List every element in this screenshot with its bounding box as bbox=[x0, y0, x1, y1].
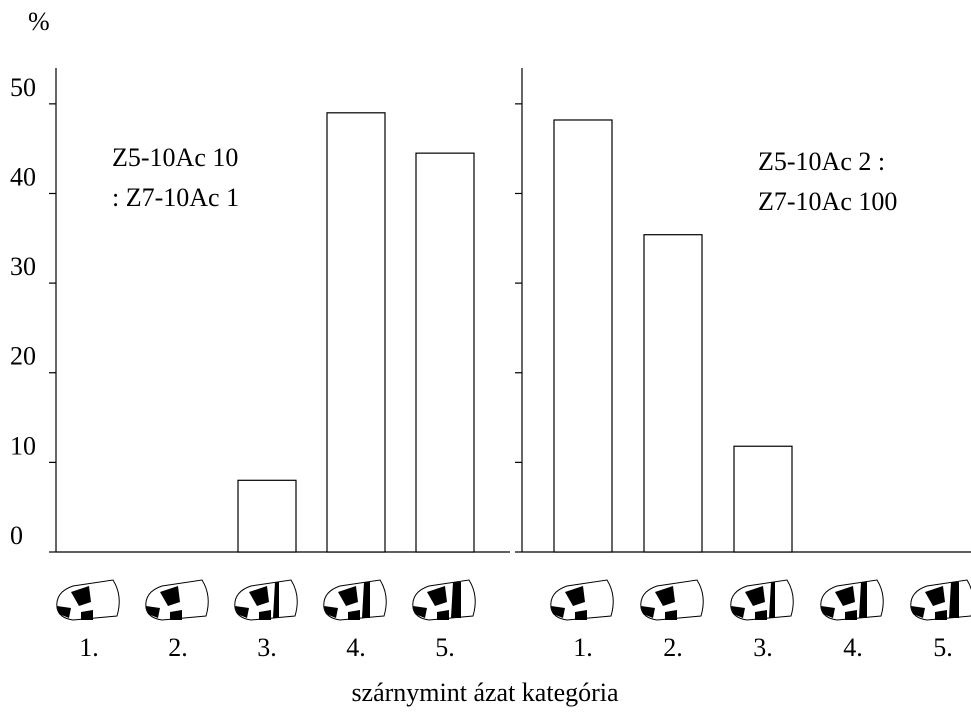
x-tick-label: 2. bbox=[168, 633, 188, 662]
x-tick-label: 2. bbox=[663, 633, 683, 662]
x-tick-label: 3. bbox=[257, 633, 277, 662]
annotation: : Z7-10Ac 1 bbox=[112, 183, 239, 212]
annotation: Z7-10Ac 100 bbox=[758, 187, 897, 216]
y-axis-label: % bbox=[28, 7, 50, 36]
bar bbox=[554, 120, 612, 552]
x-axis-label: szárnymint ázat kategória bbox=[351, 678, 619, 707]
annotation: Z5-10Ac 10 bbox=[112, 143, 238, 172]
y-tick-label: 40 bbox=[10, 162, 36, 191]
bar bbox=[644, 235, 702, 552]
bar bbox=[238, 480, 296, 552]
x-tick-label: 5. bbox=[933, 633, 953, 662]
chart: % szárnymint ázat kategória 0 10 20 30 40 50 Z… bbox=[0, 0, 971, 714]
y-tick-label: 10 bbox=[10, 431, 36, 460]
x-tick-label: 5. bbox=[435, 633, 455, 662]
bar bbox=[416, 153, 474, 552]
x-tick-label: 1. bbox=[573, 633, 593, 662]
y-tick-label: 30 bbox=[10, 252, 36, 281]
y-tick-label: 20 bbox=[10, 342, 36, 371]
x-tick-label: 3. bbox=[753, 633, 773, 662]
y-tick-label: 50 bbox=[10, 73, 36, 102]
annotation: Z5-10Ac 2 : bbox=[758, 147, 885, 176]
bar bbox=[327, 113, 385, 552]
x-tick-label: 4. bbox=[843, 633, 863, 662]
x-tick-label: 4. bbox=[346, 633, 366, 662]
x-tick-label: 1. bbox=[79, 633, 99, 662]
bar bbox=[734, 446, 792, 552]
y-tick-label: 0 bbox=[10, 521, 23, 550]
